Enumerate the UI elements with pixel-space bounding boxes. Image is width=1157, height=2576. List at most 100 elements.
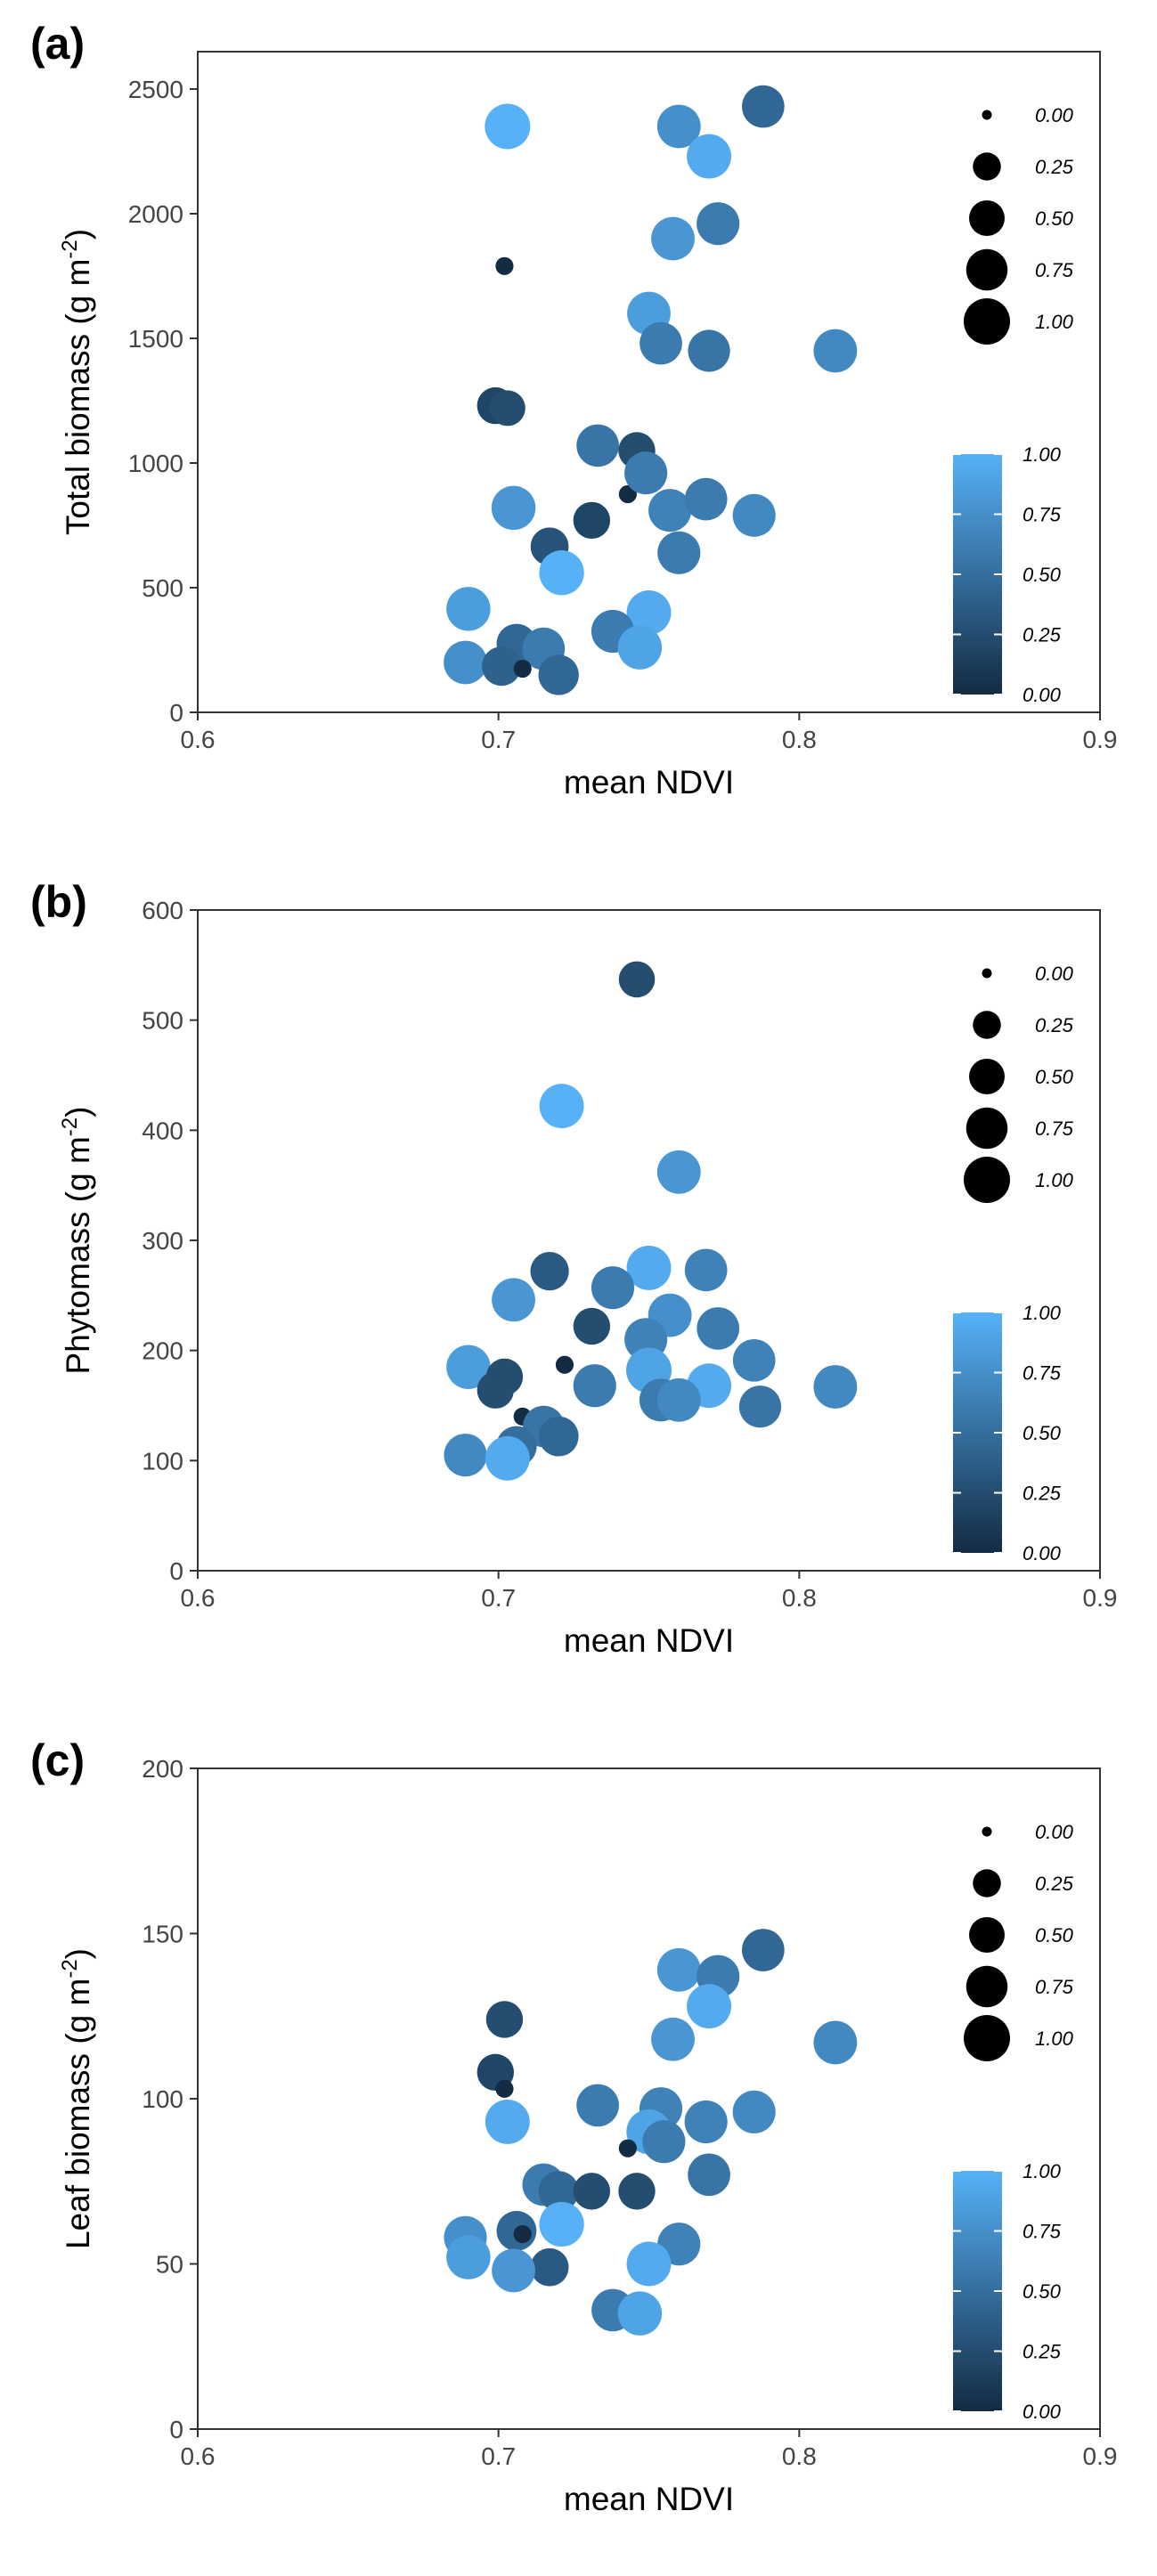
y-tick-label: 0	[169, 699, 183, 727]
data-point	[626, 590, 672, 635]
colorbar-label: 1.00	[1023, 2160, 1062, 2182]
data-point	[738, 1386, 782, 1428]
size-legend-label: 0.00	[1035, 104, 1074, 126]
panel-label: (a)	[30, 19, 85, 69]
size-legend-label: 1.00	[1035, 2027, 1074, 2050]
size-legend-label: 0.50	[1035, 207, 1074, 230]
x-tick-label: 0.8	[782, 726, 817, 753]
y-tick-label: 150	[142, 1921, 183, 1948]
data-point	[741, 1929, 785, 1971]
panel-label: (b)	[30, 877, 87, 927]
data-point	[618, 2139, 637, 2158]
data-point	[656, 1150, 701, 1194]
y-tick-label: 100	[142, 1447, 183, 1475]
y-axis-title-sup: -2	[58, 1959, 82, 1978]
y-tick-label: 0	[169, 1557, 183, 1585]
size-legend-key	[964, 2015, 1010, 2061]
colorbar	[953, 454, 1002, 695]
size-legend-label: 0.75	[1035, 259, 1074, 281]
data-point	[573, 501, 611, 540]
y-axis-title: Total biomass (g m-2)	[58, 229, 96, 535]
x-tick-label: 0.8	[782, 1584, 817, 1612]
y-tick-label: 300	[142, 1227, 183, 1255]
data-point	[573, 1364, 616, 1408]
data-point	[618, 484, 637, 504]
data-point	[539, 550, 584, 596]
data-point	[477, 1371, 514, 1409]
size-legend-key	[982, 1826, 992, 1837]
x-tick-label: 0.9	[1083, 1584, 1118, 1612]
y-tick-label: 2000	[128, 200, 183, 228]
panel-1: (b) 0.6 0.7 0.8 0.9 0 100 200 300 400 500 600 mean N…	[30, 877, 1117, 1659]
data-point	[485, 1435, 530, 1481]
data-point	[576, 2084, 619, 2127]
data-point	[538, 2171, 579, 2212]
colorbar-label: 1.00	[1023, 1302, 1062, 1324]
colorbar	[953, 1312, 1002, 1553]
size-legend-key	[982, 968, 992, 979]
x-axis-title: mean NDVI	[564, 764, 734, 800]
data-point	[538, 654, 579, 695]
colorbar-label: 0.75	[1023, 2221, 1062, 2243]
y-tick-label: 600	[142, 897, 183, 924]
data-point	[591, 1266, 635, 1310]
data-point	[446, 1345, 491, 1389]
data-point	[539, 2201, 584, 2247]
data-point	[741, 85, 785, 128]
y-tick-label: 500	[142, 1007, 183, 1035]
colorbar-label: 1.00	[1023, 443, 1062, 466]
y-tick-label: 2500	[128, 76, 183, 103]
size-legend-label: 0.00	[1035, 963, 1074, 985]
data-point	[684, 1248, 728, 1292]
colorbar-label: 0.50	[1023, 2280, 1062, 2303]
data-point	[732, 493, 776, 537]
y-axis-title: Phytomass (g m-2)	[58, 1107, 96, 1375]
size-legend-key	[973, 1869, 1001, 1897]
data-point	[688, 329, 730, 372]
x-tick-label: 0.6	[181, 726, 216, 753]
panel-2: (c) 0.6 0.7 0.8 0.9 0 50 100 150 200 mean NDVI Leaf…	[30, 1735, 1117, 2517]
colorbar-label: 0.25	[1023, 2341, 1062, 2363]
data-point	[538, 1416, 579, 1457]
y-tick-label: 1500	[128, 325, 183, 353]
size-legend-key	[973, 1011, 1001, 1039]
data-point	[657, 531, 701, 574]
colorbar-label: 0.25	[1023, 1483, 1062, 1505]
y-axis-title-main: Total biomass (g m	[60, 259, 96, 536]
size-legend-label: 0.75	[1035, 1976, 1074, 1998]
y-tick-label: 1000	[128, 450, 183, 477]
data-point	[444, 640, 487, 685]
data-point	[555, 1355, 574, 1374]
x-tick-label: 0.9	[1083, 726, 1118, 753]
size-legend-key	[969, 200, 1005, 236]
x-tick-label: 0.7	[481, 2442, 516, 2470]
data-point	[813, 329, 858, 373]
y-axis-title: Leaf biomass (g m-2)	[58, 1948, 96, 2249]
y-axis-title-end: )	[60, 229, 96, 240]
data-point	[626, 1245, 672, 1290]
data-point	[513, 2225, 532, 2244]
data-point	[651, 2017, 695, 2061]
colorbar-label: 0.75	[1023, 1362, 1062, 1385]
x-axis-title: mean NDVI	[564, 2481, 734, 2517]
x-tick-label: 0.9	[1083, 2442, 1118, 2470]
data-point	[618, 2173, 656, 2210]
data-point	[651, 216, 695, 261]
data-point	[813, 2020, 858, 2065]
y-axis-title-sup: -2	[58, 1117, 82, 1136]
data-point	[617, 2291, 663, 2336]
data-point	[656, 104, 701, 149]
y-axis-title-main: Leaf biomass (g m	[60, 1979, 96, 2249]
data-point	[732, 1338, 776, 1382]
colorbar-label: 0.25	[1023, 624, 1062, 646]
data-point	[732, 2090, 776, 2133]
colorbar-label: 0.50	[1023, 1422, 1062, 1444]
x-tick-label: 0.8	[782, 2442, 817, 2470]
x-tick-label: 0.7	[481, 1584, 516, 1612]
x-axis-title: mean NDVI	[564, 1622, 734, 1659]
data-point	[485, 103, 531, 150]
data-point	[640, 321, 682, 365]
colorbar-label: 0.50	[1023, 564, 1062, 586]
colorbar-label: 0.75	[1023, 504, 1062, 526]
